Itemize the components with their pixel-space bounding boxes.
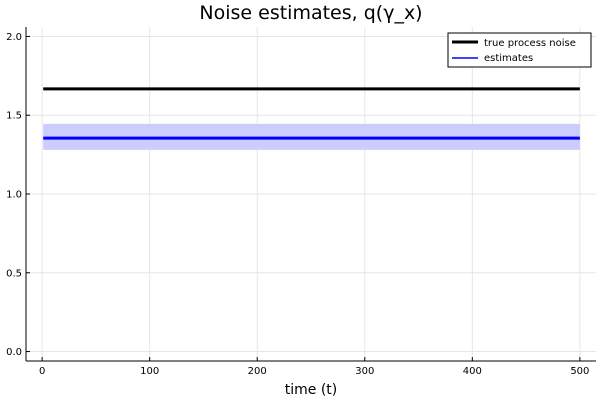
chart-title: Noise estimates, q(γ_x)	[199, 2, 422, 24]
plot-area	[43, 87, 580, 150]
x-tick-label: 300	[355, 366, 374, 377]
ticks: 0 100 200 300 400 500 0.0 0.5 1.0 1.5 2.0	[6, 32, 589, 377]
y-tick-label: 1.5	[6, 111, 22, 122]
y-tick-label: 0.5	[6, 268, 22, 279]
legend-label-estimates: estimates	[484, 53, 533, 64]
y-tick-label: 2.0	[6, 32, 22, 43]
y-tick-label: 1.0	[6, 190, 22, 201]
x-tick-label: 400	[463, 366, 482, 377]
legend-label-true-process-noise: true process noise	[484, 38, 576, 49]
x-tick-label: 100	[140, 366, 159, 377]
x-axis-label: time (t)	[285, 382, 338, 398]
x-tick-label: 500	[570, 366, 589, 377]
grid	[26, 27, 596, 361]
x-tick-label: 0	[39, 366, 45, 377]
y-tick-label: 0.0	[6, 347, 22, 358]
legend-box	[447, 32, 592, 68]
x-tick-label: 200	[248, 366, 267, 377]
legend: true process noise estimates	[447, 32, 592, 68]
